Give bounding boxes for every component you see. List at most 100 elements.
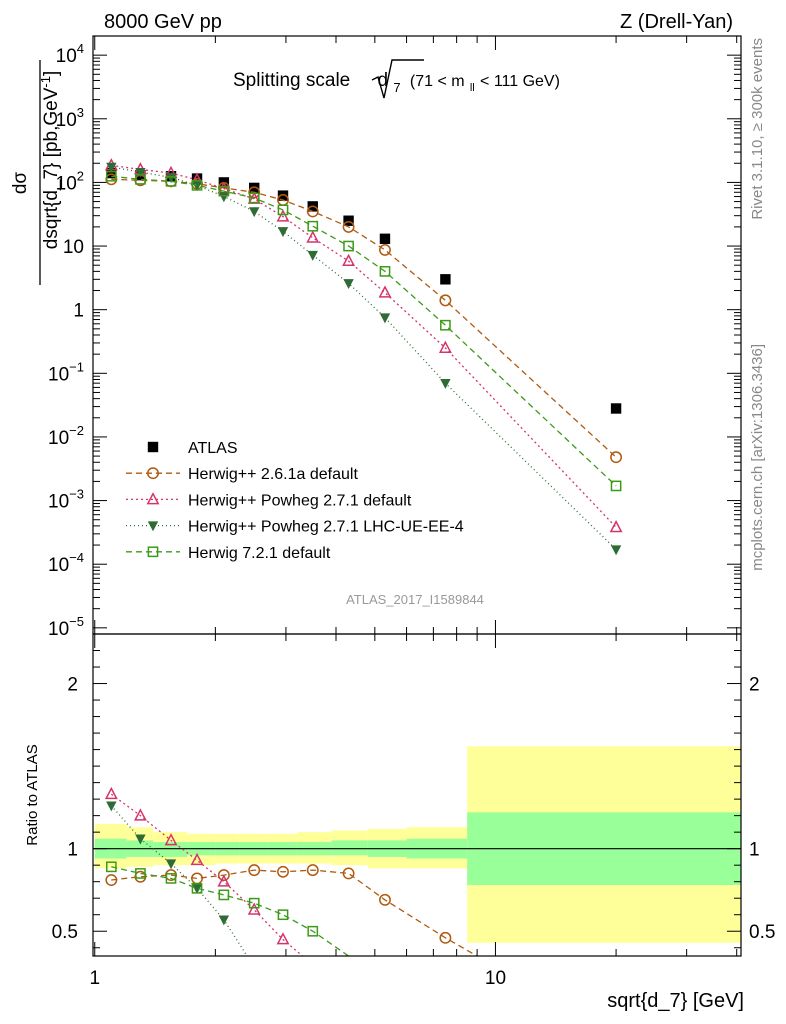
data-point bbox=[439, 294, 452, 307]
ratio-point bbox=[306, 864, 319, 877]
ratio-series-0 bbox=[105, 864, 478, 956]
ratio-series-2 bbox=[106, 801, 248, 956]
y-label-end: ] bbox=[41, 71, 62, 76]
y-tick-label: 10 bbox=[63, 237, 84, 258]
ratio-point bbox=[439, 931, 452, 944]
data-point bbox=[277, 204, 289, 216]
series-4 bbox=[105, 170, 622, 492]
data-point bbox=[379, 243, 391, 256]
data-point bbox=[343, 215, 354, 226]
data-point bbox=[379, 313, 391, 324]
data-point bbox=[379, 233, 391, 244]
x-tick-label: 10 bbox=[485, 968, 506, 989]
ratio-y-tick-label: 2 bbox=[67, 675, 78, 696]
data-point bbox=[440, 274, 451, 285]
data-point bbox=[105, 170, 117, 182]
data-point bbox=[248, 192, 260, 204]
ratio-uncertainty-bands bbox=[93, 746, 741, 943]
data-point bbox=[438, 340, 452, 353]
ratio-point bbox=[133, 808, 147, 821]
title-main: Splitting scale bbox=[233, 70, 350, 91]
legend-marker bbox=[147, 441, 159, 453]
main-y-axis: 10−5 10−4 10−3 10−2 10−1 1 10 102 103 104 bbox=[48, 35, 741, 640]
ratio-point bbox=[164, 833, 178, 846]
main-plot-title: Splitting scale d 7 (71 < m ll < 111 GeV… bbox=[233, 70, 560, 97]
legend-label: Herwig++ 2.6.1a default bbox=[188, 466, 358, 483]
ratio-point bbox=[191, 884, 203, 894]
legend: ATLAS Herwig++ 2.6.1a default Herwig++ Pow… bbox=[126, 440, 464, 562]
data-point bbox=[249, 207, 260, 218]
ratio-point bbox=[135, 834, 146, 845]
data-point bbox=[218, 192, 230, 203]
data-point bbox=[609, 519, 623, 533]
y-label-denominator: dsqrt{d_7} [pb,GeV bbox=[41, 87, 62, 249]
ratio-point bbox=[379, 893, 391, 906]
data-point bbox=[165, 173, 177, 184]
data-point bbox=[343, 279, 354, 289]
data-point bbox=[135, 173, 146, 185]
data-point bbox=[342, 253, 356, 267]
series-line bbox=[111, 178, 617, 458]
ratio-point bbox=[248, 864, 261, 877]
ratio-point bbox=[105, 861, 117, 873]
y-tick-label: 10−2 bbox=[48, 423, 84, 449]
data-point bbox=[306, 230, 320, 243]
ratio-point bbox=[217, 869, 230, 882]
title-symbol: d bbox=[378, 70, 389, 91]
ratio-y-tick-label-right: 0.5 bbox=[749, 922, 775, 943]
data-point bbox=[307, 220, 319, 232]
data-point bbox=[277, 190, 289, 201]
data-point bbox=[307, 250, 318, 261]
series-1 bbox=[105, 173, 623, 464]
ratio-point bbox=[307, 925, 319, 937]
series-2 bbox=[104, 158, 623, 533]
data-point bbox=[218, 185, 230, 197]
title-range-sub: ll bbox=[470, 82, 475, 94]
x-axis-label: sqrt{d_7} [GeV] bbox=[607, 990, 744, 1012]
stat-uncertainty-band bbox=[153, 842, 188, 857]
stat-uncertainty-band bbox=[331, 840, 368, 856]
main-panel: 10−5 10−4 10−3 10−2 10−1 1 10 102 103 104 Splitti… bbox=[10, 35, 742, 640]
y-tick-label: 104 bbox=[56, 41, 84, 67]
ratio-point bbox=[277, 865, 289, 878]
y-tick-label: 10−5 bbox=[48, 614, 84, 640]
y-tick-label: 10−1 bbox=[48, 359, 84, 385]
ratio-y-axis-label: Ratio to ATLAS bbox=[24, 744, 41, 845]
data-point bbox=[191, 179, 203, 191]
ratio-point bbox=[217, 874, 231, 887]
data-point bbox=[191, 181, 203, 192]
legend-label: ATLAS bbox=[188, 440, 238, 457]
legend-marker bbox=[146, 492, 160, 505]
ratio-y-tick-label: 1 bbox=[67, 840, 78, 861]
ratio-line bbox=[110, 805, 248, 956]
ratio-point bbox=[218, 889, 230, 901]
header-process-label: Z (Drell-Yan) bbox=[620, 11, 733, 33]
ratio-point bbox=[106, 801, 117, 812]
ratio-line bbox=[110, 793, 303, 956]
ratio-series-1 bbox=[104, 786, 303, 956]
ratio-point bbox=[135, 868, 146, 879]
title-range-b: < 111 GeV) bbox=[480, 73, 560, 90]
ratio-axes: 1 10 0.5 0.5 1 1 2 2 bbox=[52, 634, 775, 989]
data-point bbox=[610, 403, 622, 414]
main-y-axis-label: dσ bbox=[10, 172, 31, 195]
legend-label: Herwig++ Powheg 2.7.1 LHC-UE-EE-4 bbox=[188, 519, 464, 536]
data-point bbox=[135, 167, 146, 178]
ratio-point bbox=[104, 786, 118, 800]
data-point bbox=[249, 182, 260, 194]
title-symbol-sub: 7 bbox=[393, 80, 400, 95]
ratio-point bbox=[247, 902, 261, 915]
data-point bbox=[165, 175, 177, 187]
main-y-axis-label-denominator: dsqrt{d_7} [pb,GeV-1] bbox=[38, 71, 62, 249]
legend-marker bbox=[147, 546, 159, 558]
mcplots-label: mcplots.cern.ch [arXiv:1306.3436] bbox=[749, 344, 766, 571]
ratio-line bbox=[111, 866, 349, 956]
legend-label: Herwig 7.2.1 default bbox=[188, 545, 331, 562]
data-point bbox=[343, 240, 354, 252]
data-point bbox=[379, 266, 391, 277]
y-tick-label: 102 bbox=[56, 168, 84, 194]
ratio-y-tick-label-right: 1 bbox=[749, 840, 760, 861]
y-label-numerator: dσ bbox=[10, 172, 31, 195]
data-point bbox=[342, 220, 355, 233]
